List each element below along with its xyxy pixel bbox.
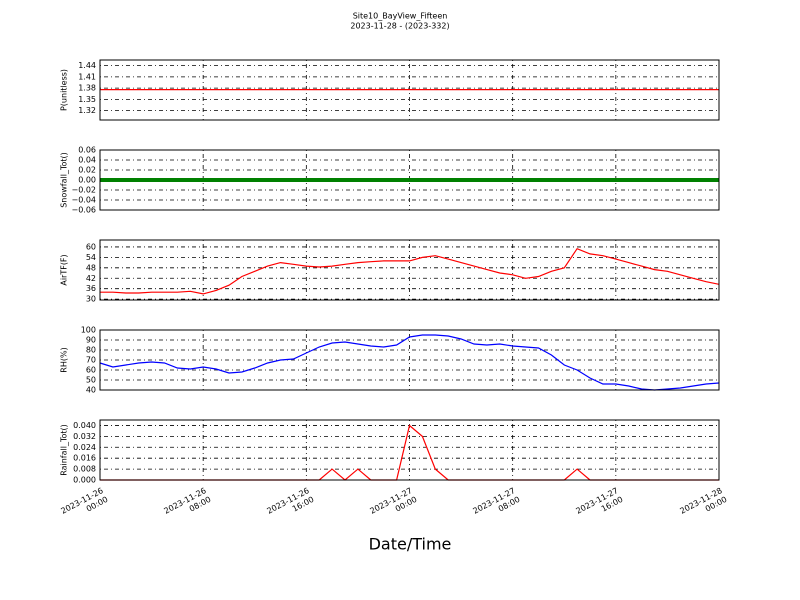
y-tick-label: −0.04 — [71, 196, 96, 205]
y-tick-label: 0.040 — [73, 421, 96, 430]
data-line — [100, 247, 720, 295]
y-axis-label: RH(%) — [60, 347, 69, 372]
y-tick-label: 0.06 — [78, 146, 96, 155]
y-tick-label: 0.032 — [73, 432, 96, 441]
y-tick-label: 1.44 — [78, 61, 96, 70]
y-tick-label: 54 — [86, 253, 96, 262]
y-tick-label: 100 — [81, 326, 96, 335]
plot-frame — [99, 329, 720, 391]
y-tick-label: 48 — [86, 263, 96, 272]
plot-frame — [99, 419, 720, 481]
y-tick-label: 42 — [86, 274, 96, 283]
y-axis-label: AirTF(F) — [60, 254, 69, 285]
y-tick-label: 0.016 — [73, 454, 96, 463]
chart-subtitle: 2023-11-28 - (2023-332) — [350, 22, 449, 31]
y-axis-label: Snowfall_Tot() — [60, 152, 69, 208]
y-tick-label: 60 — [86, 366, 96, 375]
y-tick-label: 0.024 — [73, 443, 96, 452]
y-tick-label: 90 — [86, 336, 96, 345]
y-tick-label: 0.00 — [78, 176, 96, 185]
y-tick-label: −0.06 — [71, 206, 96, 215]
y-tick-label: 50 — [86, 376, 96, 385]
y-tick-label: 36 — [86, 284, 96, 293]
y-tick-label: −0.02 — [71, 186, 96, 195]
y-axis-label: P(unitless) — [60, 69, 69, 111]
plot-frame — [99, 239, 720, 301]
y-tick-label: 0.04 — [78, 156, 96, 165]
y-tick-label: 1.32 — [78, 106, 96, 115]
y-tick-label: 40 — [86, 386, 96, 395]
y-tick-label: 1.35 — [78, 95, 96, 104]
chart-title: Site10_BayView_Fifteen — [353, 12, 448, 21]
y-tick-label: 0.008 — [73, 465, 96, 474]
y-tick-label: 0.000 — [73, 476, 96, 485]
plot-frame — [99, 149, 720, 211]
y-tick-label: 70 — [86, 356, 96, 365]
plot-frame — [99, 59, 720, 121]
x-axis-label: Date/Time — [369, 535, 452, 554]
data-line — [99, 334, 720, 391]
y-tick-label: 60 — [86, 242, 96, 251]
y-tick-label: 1.38 — [78, 84, 96, 93]
y-tick-label: 80 — [86, 346, 96, 355]
y-tick-label: 1.41 — [78, 72, 96, 81]
y-axis-label: Rainfall_Tot() — [60, 424, 69, 476]
y-tick-label: 30 — [86, 295, 96, 304]
y-tick-label: 0.02 — [78, 166, 96, 175]
